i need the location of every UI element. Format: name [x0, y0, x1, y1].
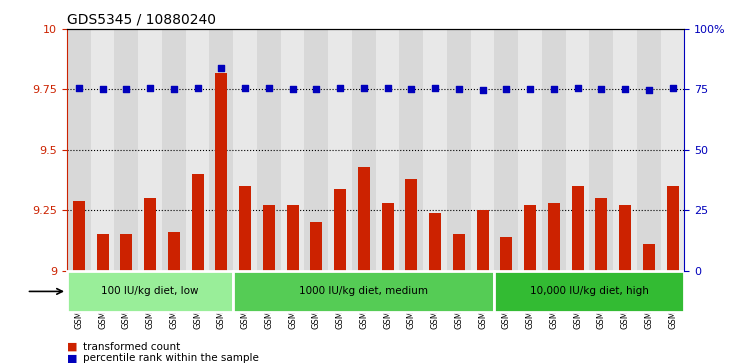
Bar — [168, 232, 180, 271]
Bar — [144, 198, 156, 271]
Point — [667, 85, 679, 91]
Point — [405, 86, 417, 91]
Bar — [471, 29, 495, 271]
Bar — [352, 29, 376, 271]
Bar — [304, 29, 328, 271]
Bar — [138, 29, 162, 271]
Bar — [519, 29, 542, 271]
Bar — [405, 179, 417, 271]
Text: transformed count: transformed count — [83, 342, 181, 352]
Point — [571, 86, 583, 91]
Point — [358, 85, 370, 90]
Point — [286, 86, 298, 91]
Point — [429, 86, 441, 91]
Bar — [501, 237, 513, 271]
Text: ■: ■ — [67, 342, 77, 352]
Bar — [121, 234, 132, 271]
Point — [192, 85, 204, 91]
Bar — [239, 186, 251, 271]
Bar — [286, 205, 298, 271]
Bar — [429, 213, 441, 271]
Point — [525, 86, 536, 92]
Bar — [382, 203, 394, 271]
Bar — [447, 29, 471, 271]
Bar — [525, 205, 536, 271]
Bar — [542, 29, 565, 271]
Bar — [310, 222, 322, 271]
Bar — [637, 29, 661, 271]
Bar — [263, 205, 275, 271]
Bar — [495, 29, 519, 271]
Text: percentile rank within the sample: percentile rank within the sample — [83, 353, 259, 363]
Bar — [192, 174, 204, 271]
Point — [168, 86, 180, 92]
Bar — [91, 29, 115, 271]
Point — [453, 86, 465, 91]
Bar — [97, 234, 109, 271]
Bar — [73, 201, 85, 271]
Bar — [423, 29, 447, 271]
Bar — [334, 188, 346, 271]
Text: 10,000 IU/kg diet, high: 10,000 IU/kg diet, high — [530, 286, 649, 297]
Point — [501, 86, 513, 92]
Bar — [233, 271, 495, 312]
Point — [334, 86, 346, 91]
Point — [73, 85, 85, 91]
Point — [310, 86, 322, 92]
Bar — [210, 29, 233, 271]
Bar — [477, 210, 489, 271]
Point — [595, 86, 607, 91]
Bar — [67, 29, 91, 271]
Bar — [667, 186, 679, 271]
Bar — [67, 271, 233, 312]
Bar — [115, 29, 138, 271]
Bar — [565, 29, 589, 271]
Bar — [613, 29, 637, 271]
Bar — [495, 271, 684, 312]
Point — [121, 86, 132, 92]
Point — [643, 87, 655, 93]
Point — [548, 86, 559, 92]
Bar — [661, 29, 684, 271]
Bar — [257, 29, 280, 271]
Text: 100 IU/kg diet, low: 100 IU/kg diet, low — [101, 286, 199, 297]
Bar — [358, 167, 370, 271]
Bar — [453, 234, 465, 271]
Bar — [376, 29, 400, 271]
Bar — [619, 205, 631, 271]
Point — [619, 86, 631, 92]
Point — [382, 85, 394, 91]
Bar — [400, 29, 423, 271]
Point — [263, 85, 275, 91]
Bar — [589, 29, 613, 271]
Bar — [233, 29, 257, 271]
Point — [144, 85, 156, 90]
Bar — [595, 198, 607, 271]
Point — [477, 87, 489, 93]
Text: ■: ■ — [67, 353, 77, 363]
Bar — [548, 203, 559, 271]
Point — [239, 85, 251, 91]
Text: GDS5345 / 10880240: GDS5345 / 10880240 — [67, 12, 216, 26]
Bar — [162, 29, 186, 271]
Bar — [328, 29, 352, 271]
Point — [216, 65, 228, 70]
Bar — [643, 244, 655, 271]
Bar — [216, 73, 227, 271]
Bar — [571, 186, 583, 271]
Point — [97, 86, 109, 92]
Text: 1000 IU/kg diet, medium: 1000 IU/kg diet, medium — [299, 286, 429, 297]
Bar — [186, 29, 210, 271]
Bar — [280, 29, 304, 271]
